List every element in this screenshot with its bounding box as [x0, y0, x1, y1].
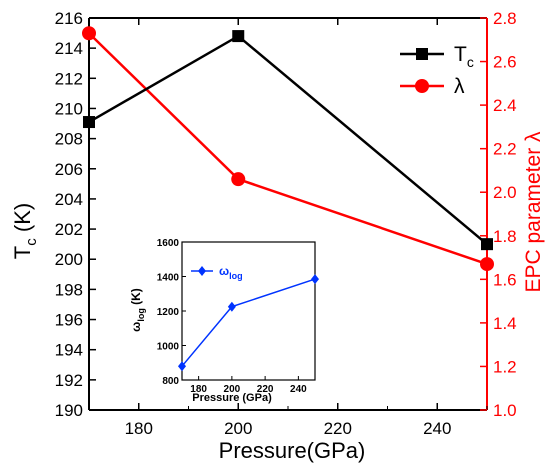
- inset-y-axis-label: ωlog (K): [129, 288, 146, 332]
- legend-label-tc: Tc: [454, 43, 474, 70]
- y-tick-label: 216: [55, 9, 83, 28]
- x-axis-label: Pressure(GPa): [219, 438, 366, 463]
- legend-item-tc: Tc: [400, 43, 474, 70]
- data-point-tc: [232, 30, 245, 43]
- series-line-lambda: [88, 32, 488, 266]
- y-axis-label: Tc (K): [10, 203, 40, 259]
- y-tick-label: 214: [55, 39, 83, 58]
- inset-data-point-omega: [178, 361, 186, 372]
- x-tick-label: 180: [125, 419, 153, 438]
- y2-tick-label: 1.8: [493, 227, 517, 246]
- y-tick-label: 202: [55, 220, 83, 239]
- inset-x-tick-label: 220: [257, 384, 274, 395]
- inset-data-point-omega: [311, 274, 319, 285]
- x-tick-label: 200: [224, 419, 252, 438]
- y2-tick-label: 2.8: [493, 9, 517, 28]
- y-tick-label: 210: [55, 99, 83, 118]
- x-tick-label: 220: [324, 419, 352, 438]
- data-point-tc: [83, 116, 95, 129]
- data-point-lambda: [231, 172, 246, 187]
- y2-tick-label: 2.4: [493, 96, 517, 115]
- y-tick-label: 206: [55, 160, 83, 179]
- data-point-tc: [481, 238, 493, 251]
- y2-tick-label: 1.0: [493, 401, 517, 420]
- inset-y-tick-label: 1600: [157, 238, 180, 249]
- y-tick-label: 194: [55, 341, 83, 360]
- y-tick-label: 196: [55, 311, 83, 330]
- inset-legend-item-omega: ωlog: [191, 264, 243, 281]
- legend-item-lambda: λ: [400, 75, 465, 98]
- legend: Tc λ: [400, 43, 474, 98]
- y2-tick-label: 2.0: [493, 183, 517, 202]
- y2-tick-label: 2.2: [493, 140, 517, 159]
- main-chart: [88, 17, 488, 411]
- y2-tick-label: 1.4: [493, 314, 517, 333]
- y-tick-label: 192: [55, 371, 83, 390]
- y-tick-label: 208: [55, 130, 83, 149]
- y-tick-label: 190: [55, 401, 83, 420]
- inset-y-tick-label: 800: [162, 376, 179, 387]
- y-tick-label: 198: [55, 280, 83, 299]
- inset-y-tick-label: 1400: [157, 273, 180, 284]
- legend-label-lambda: λ: [454, 75, 465, 98]
- inset-x-tick-label: 180: [190, 384, 207, 395]
- data-point-lambda: [82, 26, 96, 41]
- y-tick-label: 212: [55, 69, 83, 88]
- series-line-tc: [88, 34, 488, 246]
- inset-x-tick-label: 240: [290, 384, 307, 395]
- inset-x-tick-label: 200: [224, 384, 241, 395]
- inset-chart: [181, 241, 316, 381]
- inset-legend-label-omega: ωlog: [219, 264, 243, 281]
- y2-tick-label: 1.6: [493, 270, 517, 289]
- data-point-lambda: [480, 257, 494, 272]
- y2-tick-label: 2.6: [493, 53, 517, 72]
- y2-axis-label: EPC parameter λ: [522, 131, 545, 293]
- x-tick-label: 240: [423, 419, 451, 438]
- inset-y-tick-label: 1000: [157, 342, 180, 353]
- y-tick-label: 200: [55, 250, 83, 269]
- inset-y-tick-label: 1200: [157, 307, 180, 318]
- inset-x-axis-label: Pressure (GPa): [192, 392, 272, 404]
- y-tick-label: 204: [55, 190, 83, 209]
- y2-tick-label: 1.2: [493, 357, 517, 376]
- inset-data-point-omega: [227, 301, 236, 312]
- inset-plot-frame: [181, 241, 316, 381]
